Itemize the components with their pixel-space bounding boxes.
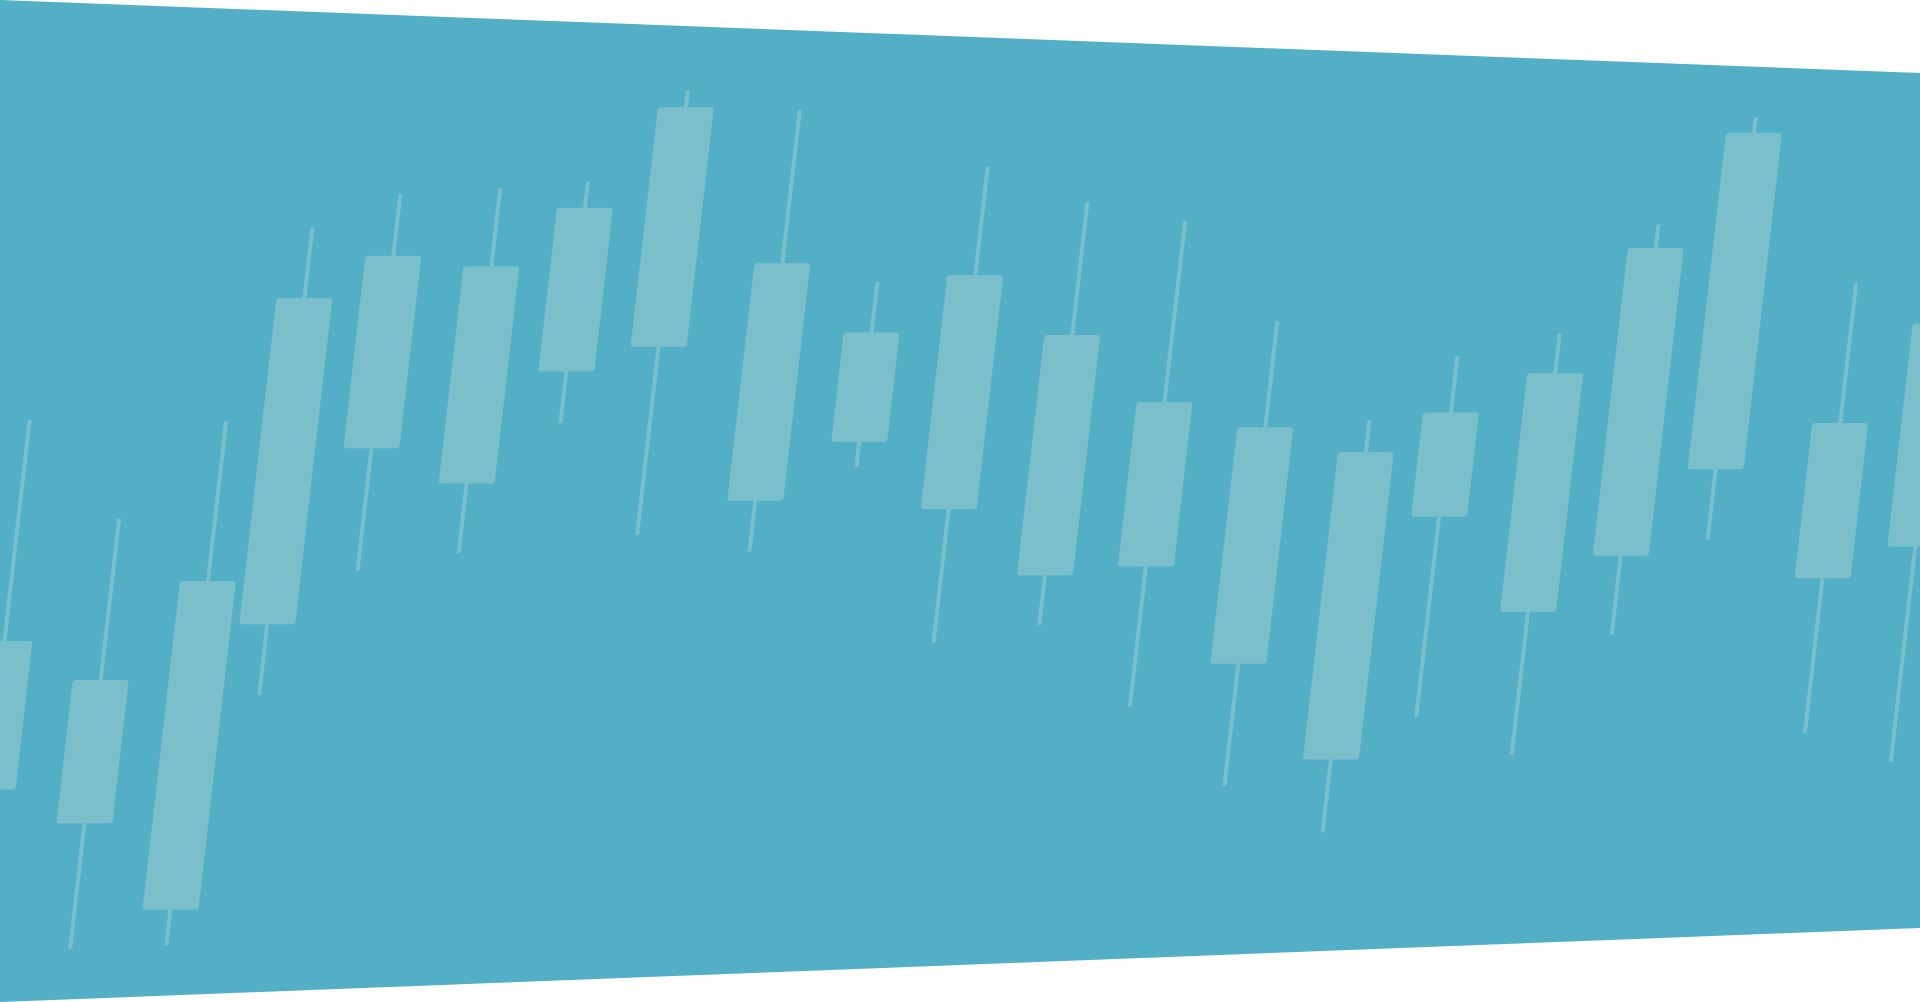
- candle-body: [343, 255, 422, 449]
- candle-body: [831, 332, 900, 442]
- candle-body: [1687, 132, 1782, 470]
- candle-body: [239, 298, 333, 625]
- candle-body: [1017, 334, 1100, 576]
- candle-body: [538, 207, 613, 372]
- candle: [438, 188, 520, 554]
- candle: [1500, 333, 1583, 756]
- candle-body: [920, 275, 1004, 510]
- candle-body: [438, 266, 520, 484]
- candle-body: [1500, 373, 1583, 612]
- candle: [343, 194, 422, 571]
- candle: [56, 518, 129, 949]
- candle: [1592, 224, 1684, 635]
- candle-body: [1303, 452, 1394, 760]
- candle-body: [1794, 422, 1868, 579]
- candle: [630, 90, 714, 536]
- candle: [727, 110, 811, 552]
- candle: [0, 419, 33, 898]
- candle-body: [1118, 402, 1193, 567]
- candle: [1210, 321, 1293, 787]
- candle: [538, 181, 613, 424]
- candles: [0, 90, 1920, 949]
- candle: [831, 281, 900, 468]
- candle: [1017, 202, 1100, 626]
- candle: [1303, 419, 1394, 833]
- candle: [920, 166, 1004, 643]
- candle: [1411, 356, 1479, 718]
- candle: [1887, 308, 1920, 762]
- candle-body: [0, 640, 33, 790]
- candle-body: [56, 680, 129, 824]
- candle: [1118, 221, 1193, 707]
- candle: [1687, 117, 1782, 540]
- candle-body: [1411, 412, 1479, 517]
- candle-body: [727, 263, 811, 501]
- candle-body: [1592, 248, 1684, 556]
- candle: [142, 420, 236, 946]
- candle-body: [630, 107, 714, 347]
- candle: [239, 227, 333, 695]
- candle: [1794, 283, 1868, 734]
- candle-body: [1210, 427, 1293, 664]
- candle-body: [1887, 323, 1920, 547]
- candle-body: [142, 580, 236, 910]
